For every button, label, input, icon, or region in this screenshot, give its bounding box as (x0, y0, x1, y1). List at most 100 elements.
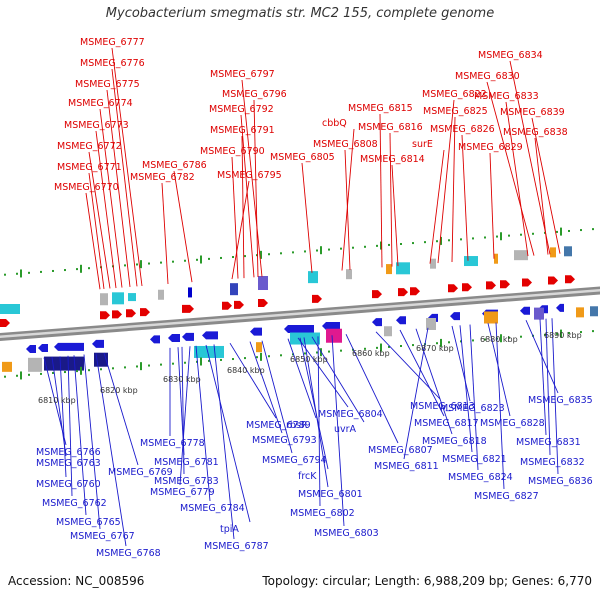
scale-dot (328, 350, 330, 353)
reverse-gene (182, 332, 194, 341)
scale-dot (280, 354, 282, 357)
reverse-gene (372, 318, 382, 327)
scale-dot (208, 359, 210, 362)
feature-block (112, 292, 124, 305)
scale-dot (232, 256, 234, 259)
feature-block (346, 269, 352, 280)
leader-line (345, 333, 399, 444)
reverse-gene-label: MSMEG_6828 (480, 418, 545, 429)
major-tick (200, 357, 202, 366)
forward-gene-label: MSMEG_6829 (458, 142, 523, 153)
leader-line (415, 328, 453, 435)
feature-tracks (0, 246, 598, 372)
feature-block (100, 293, 108, 306)
scale-dot (592, 228, 594, 231)
reverse-gene-label: MSMEG_6765 (56, 517, 121, 528)
major-tick (140, 260, 142, 269)
scale-dot (340, 247, 342, 250)
reverse-gene-label: tpiA (220, 524, 239, 535)
reverse-gene-label: MSMEG_6787 (204, 541, 269, 552)
reverse-gene-label: MSMEG_6794 (262, 455, 327, 466)
leader-line (509, 60, 551, 255)
reverse-gene (202, 331, 218, 340)
forward-gene-label: MSMEG_6816 (358, 122, 423, 133)
leader-line (229, 342, 277, 419)
scale-label: 6870 kbp (416, 344, 454, 353)
forward-gene-label: MSMEG_6791 (210, 125, 275, 136)
forward-gene-label: MSMEG_6833 (474, 91, 539, 102)
leader-line (103, 352, 139, 466)
leader-line (311, 336, 365, 423)
major-tick (560, 227, 562, 236)
scale-dot (412, 344, 414, 347)
gene-labels: 6810 kbp 6820 kbp 6830 kbp 6840 kbp 6850 kbp… (36, 37, 593, 559)
scale-dot (376, 346, 378, 349)
reverse-gene-label: MSMEG_6802 (290, 508, 355, 519)
scale-label: 6850 kbp (290, 355, 328, 364)
scale-dot (400, 345, 402, 347)
forward-gene-label: MSMEG_6839 (500, 107, 565, 118)
leader-line (534, 137, 549, 255)
reverse-gene-label: MSMEG_6778 (140, 438, 205, 449)
forward-gene-label: MSMEG_6774 (68, 98, 133, 109)
scale-dot (100, 368, 102, 371)
scale-dot (52, 269, 54, 272)
forward-gene-label: MSMEG_6830 (455, 71, 520, 82)
reverse-gene-label: MSMEG_6827 (474, 491, 539, 502)
feature-block (158, 289, 164, 300)
scale-dot (448, 239, 450, 242)
scale-dot (76, 268, 78, 271)
forward-gene (372, 290, 382, 299)
feature-block (426, 317, 436, 330)
feature-block (430, 258, 436, 269)
forward-gene (548, 276, 558, 285)
forward-gene-label: MSMEG_6786 (142, 160, 207, 171)
forward-gene-label: MSMEG_6782 (130, 172, 195, 183)
leader-line (531, 117, 561, 254)
forward-gene (462, 283, 472, 292)
major-tick (20, 371, 22, 380)
leader-line (505, 101, 529, 257)
reverse-gene-label: MSMEG_6801 (298, 489, 363, 500)
scale-dot (412, 242, 414, 245)
feature-block (128, 293, 136, 302)
reverse-gene-label: MSMEG_6823 (440, 403, 505, 414)
reverse-gene-label: MSMEG_6831 (516, 437, 581, 448)
scale-dot (580, 229, 582, 232)
forward-gene-label: MSMEG_6773 (64, 120, 129, 131)
scale-dot (112, 367, 114, 370)
major-tick (500, 232, 502, 241)
forward-gene (126, 309, 136, 318)
feature-block (576, 307, 584, 318)
scale-dot (124, 264, 126, 267)
reverse-gene (556, 303, 564, 312)
reverse-gene-label: MSMEG_6781 (154, 457, 219, 468)
leader-line (59, 356, 67, 478)
major-tick (380, 241, 382, 250)
reverse-gene (520, 306, 530, 315)
leader-line (253, 99, 259, 278)
forward-gene-label: MSMEG_6772 (57, 141, 122, 152)
scale-dot (292, 251, 294, 254)
feature-block (2, 361, 12, 372)
leader-line (241, 79, 263, 277)
scale-dot (28, 373, 30, 376)
scale-dot (160, 261, 162, 264)
reverse-gene (284, 324, 314, 333)
scale-dot (544, 231, 546, 234)
forward-gene (182, 304, 194, 313)
reverse-gene-label: uvrA (334, 424, 357, 435)
leader-line (489, 152, 495, 259)
scale-dot (232, 358, 234, 361)
reverse-gene-label: MSMEG_6807 (368, 445, 433, 456)
leader-line (403, 327, 429, 460)
forward-gene-label: MSMEG_6826 (430, 124, 495, 135)
forward-gene-label: MSMEG_6834 (478, 50, 543, 61)
leader-line (317, 336, 321, 507)
feature-block (28, 357, 42, 372)
scale-dot (136, 263, 138, 266)
leader-line (240, 114, 255, 278)
feature-block (396, 262, 410, 275)
genome-title: Mycobacterium smegmatis str. MC2 155, co… (105, 6, 495, 21)
scale-dot (256, 356, 258, 359)
